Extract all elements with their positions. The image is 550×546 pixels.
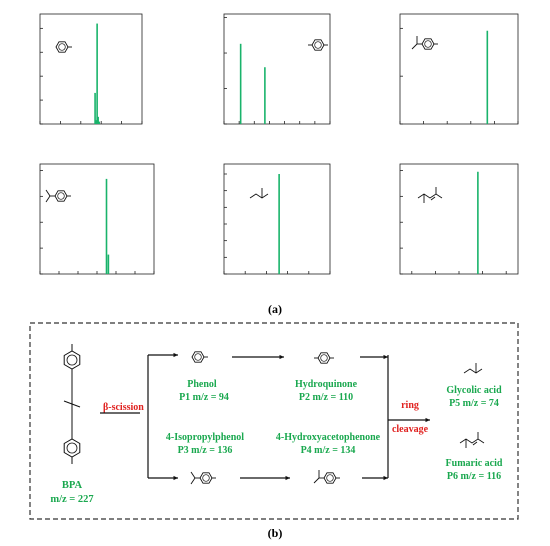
- phenol-id: P1 m/z = 94: [179, 392, 229, 403]
- panel-a-label: (a): [268, 302, 282, 316]
- plot-frame: [39, 163, 155, 275]
- structure-inset: [411, 36, 438, 50]
- plot-frame: [399, 163, 519, 275]
- structure-inset: [249, 188, 269, 199]
- hydroquinone-structure: [314, 352, 334, 364]
- arrow-head: [173, 475, 178, 481]
- hydroquinone-name: Hydroquinone: [295, 379, 358, 390]
- aromatic-circle: [326, 474, 334, 482]
- double-bond: [430, 196, 436, 201]
- pathway-arrows: [148, 352, 430, 481]
- methyl-bond: [411, 43, 418, 50]
- plot-frame: [223, 163, 331, 275]
- isopropylphenol-id: P3 m/z = 136: [178, 445, 233, 456]
- glycolic-backbone: [463, 368, 483, 374]
- structure-inset: [45, 189, 71, 203]
- isopropenylphenol-structure: [190, 471, 216, 485]
- arrow-head: [425, 417, 430, 423]
- isopropylphenol-name: 4-Isopropylphenol: [166, 432, 244, 443]
- vinyl-bond: [190, 471, 196, 479]
- hydroxyacetophenone-id: P4 m/z = 134: [301, 445, 356, 456]
- bpa-methyl-bond: [71, 403, 81, 408]
- mass-spectra-panel-a: [39, 13, 519, 275]
- arrow-head: [383, 475, 388, 481]
- fumaric-id: P6 m/z = 116: [447, 471, 501, 482]
- fumaric-backbone: [417, 193, 443, 199]
- double-bond: [472, 441, 478, 446]
- arrow-head: [285, 475, 290, 481]
- phenol-name: Phenol: [187, 379, 217, 390]
- arrow-head: [383, 354, 388, 360]
- structure-inset: [308, 39, 328, 51]
- spectrum-panel: [223, 13, 331, 125]
- cleavage-label: cleavage: [392, 424, 429, 435]
- structure-inset: [417, 187, 443, 203]
- glycolic-acid-structure: [463, 363, 483, 374]
- spectrum-panel: [223, 163, 331, 275]
- pathway-dashed-border: [29, 322, 519, 520]
- bpa-mz: m/z = 227: [50, 494, 93, 505]
- aromatic-circle: [424, 40, 432, 48]
- ring-bond: [55, 41, 69, 53]
- hydroxyacetophenone-structure: [313, 470, 340, 484]
- vinyl-bond: [45, 189, 51, 197]
- aromatic-circle: [320, 354, 328, 362]
- degradation-pathway-panel-b: BPA m/z = 227 β-scission Phenol P1 m/z =…: [29, 322, 519, 520]
- plot-frame: [223, 13, 331, 125]
- spectrum-panel: [39, 163, 155, 275]
- bpa-ring: [63, 350, 81, 370]
- ring-bond: [191, 351, 205, 363]
- aromatic-circle: [57, 192, 65, 200]
- glycolic-name: Glycolic acid: [446, 385, 502, 396]
- fumaric-acid-structure: [459, 432, 485, 448]
- bpa-aromatic-circle: [66, 354, 78, 366]
- glycolic-backbone: [249, 193, 269, 199]
- spectrum-panel: [399, 13, 519, 125]
- spectrum-panel: [39, 13, 143, 125]
- panel-b-label: (b): [268, 526, 283, 540]
- aromatic-circle: [202, 474, 210, 482]
- bpa-name: BPA: [62, 480, 83, 491]
- ring-label: ring: [401, 400, 419, 411]
- glycolic-id: P5 m/z = 74: [449, 398, 499, 409]
- methyl-bond: [45, 195, 51, 203]
- fumaric-name: Fumaric acid: [446, 458, 503, 469]
- spectrum-panel: [399, 163, 519, 275]
- plot-frame: [399, 13, 519, 125]
- hydroxyacetophenone-name: 4-Hydroxyacetophenone: [276, 432, 381, 443]
- hydroquinone-id: P2 m/z = 110: [299, 392, 353, 403]
- bpa-aromatic-circle: [66, 442, 78, 454]
- structure-inset: [55, 41, 72, 53]
- bpa-structure: [63, 344, 81, 464]
- methyl-bond: [313, 477, 320, 484]
- bpa-ring: [63, 438, 81, 458]
- arrow-head: [279, 354, 284, 360]
- arrow-head: [173, 352, 178, 358]
- aromatic-circle: [314, 41, 322, 49]
- beta-scission-label: β-scission: [103, 402, 144, 413]
- fumaric-backbone: [459, 438, 485, 444]
- phenol-structure: [191, 351, 208, 363]
- methyl-bond: [190, 477, 196, 485]
- aromatic-circle: [194, 353, 202, 361]
- plot-frame: [39, 13, 143, 125]
- bpa-methyl-bond: [63, 400, 73, 405]
- aromatic-circle: [58, 43, 66, 51]
